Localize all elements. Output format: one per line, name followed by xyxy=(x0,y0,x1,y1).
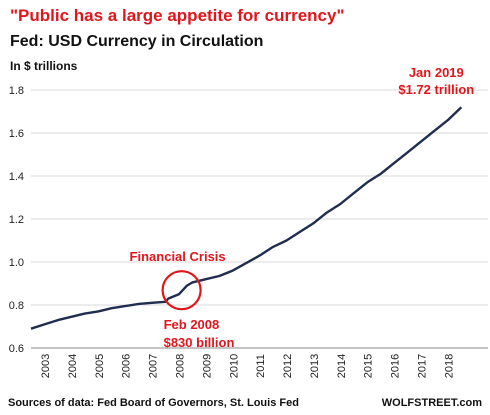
x-axis-ticks: 2003 2004 2005 2006 2007 2008 2009 2010 2011 2012… xyxy=(40,354,455,378)
y-tick-label: 1.4 xyxy=(9,171,24,183)
y-tick-label: 1.0 xyxy=(9,257,24,269)
y-tick-label: 0.6 xyxy=(9,343,24,355)
x-tick-label: 2014 xyxy=(336,354,348,378)
chart-subtitle: Fed: USD Currency in Circulation xyxy=(10,33,263,50)
x-tick-label: 2003 xyxy=(40,354,52,378)
annotation-financial-crisis: Financial Crisis xyxy=(130,249,226,264)
x-tick-label: 2006 xyxy=(121,354,133,378)
x-tick-label: 2004 xyxy=(67,354,79,378)
y-tick-label: 1.2 xyxy=(9,214,24,226)
y-axis-ticks: 0.6 0.8 1.0 1.2 1.4 1.6 1.8 xyxy=(9,85,24,355)
x-tick-label: 2009 xyxy=(201,354,213,378)
y-tick-label: 1.6 xyxy=(9,128,24,140)
financial-crisis-circle xyxy=(161,270,202,311)
units-label: In $ trillions xyxy=(10,59,78,73)
annotation-feb-value: $830 billion xyxy=(164,335,235,350)
x-tick-label: 2013 xyxy=(309,354,321,378)
x-tick-label: 2010 xyxy=(228,354,240,378)
chart-title: "Public has a large appetite for currenc… xyxy=(10,6,345,25)
x-tick-label: 2005 xyxy=(94,354,106,378)
x-tick-label: 2017 xyxy=(417,354,429,378)
y-tick-label: 1.8 xyxy=(9,85,24,97)
x-tick-label: 2012 xyxy=(282,354,294,378)
x-tick-label: 2007 xyxy=(148,354,160,378)
annotation-end-value: $1.72 trillion xyxy=(398,82,474,97)
series-line-currency xyxy=(30,106,463,330)
brand-label: WOLFSTREET.com xyxy=(382,397,482,409)
annotation-end-date: Jan 2019 xyxy=(409,65,464,80)
x-tick-label: 2008 xyxy=(174,354,186,378)
x-tick-label: 2018 xyxy=(443,354,455,378)
x-tick-label: 2011 xyxy=(255,354,267,378)
y-tick-label: 0.8 xyxy=(9,300,24,312)
annotation-feb-date: Feb 2008 xyxy=(164,317,220,332)
source-note: Sources of data: Fed Board of Governors,… xyxy=(8,397,299,409)
x-tick-label: 2015 xyxy=(363,354,375,378)
x-tick-label: 2016 xyxy=(390,354,402,378)
gridlines xyxy=(31,89,488,306)
